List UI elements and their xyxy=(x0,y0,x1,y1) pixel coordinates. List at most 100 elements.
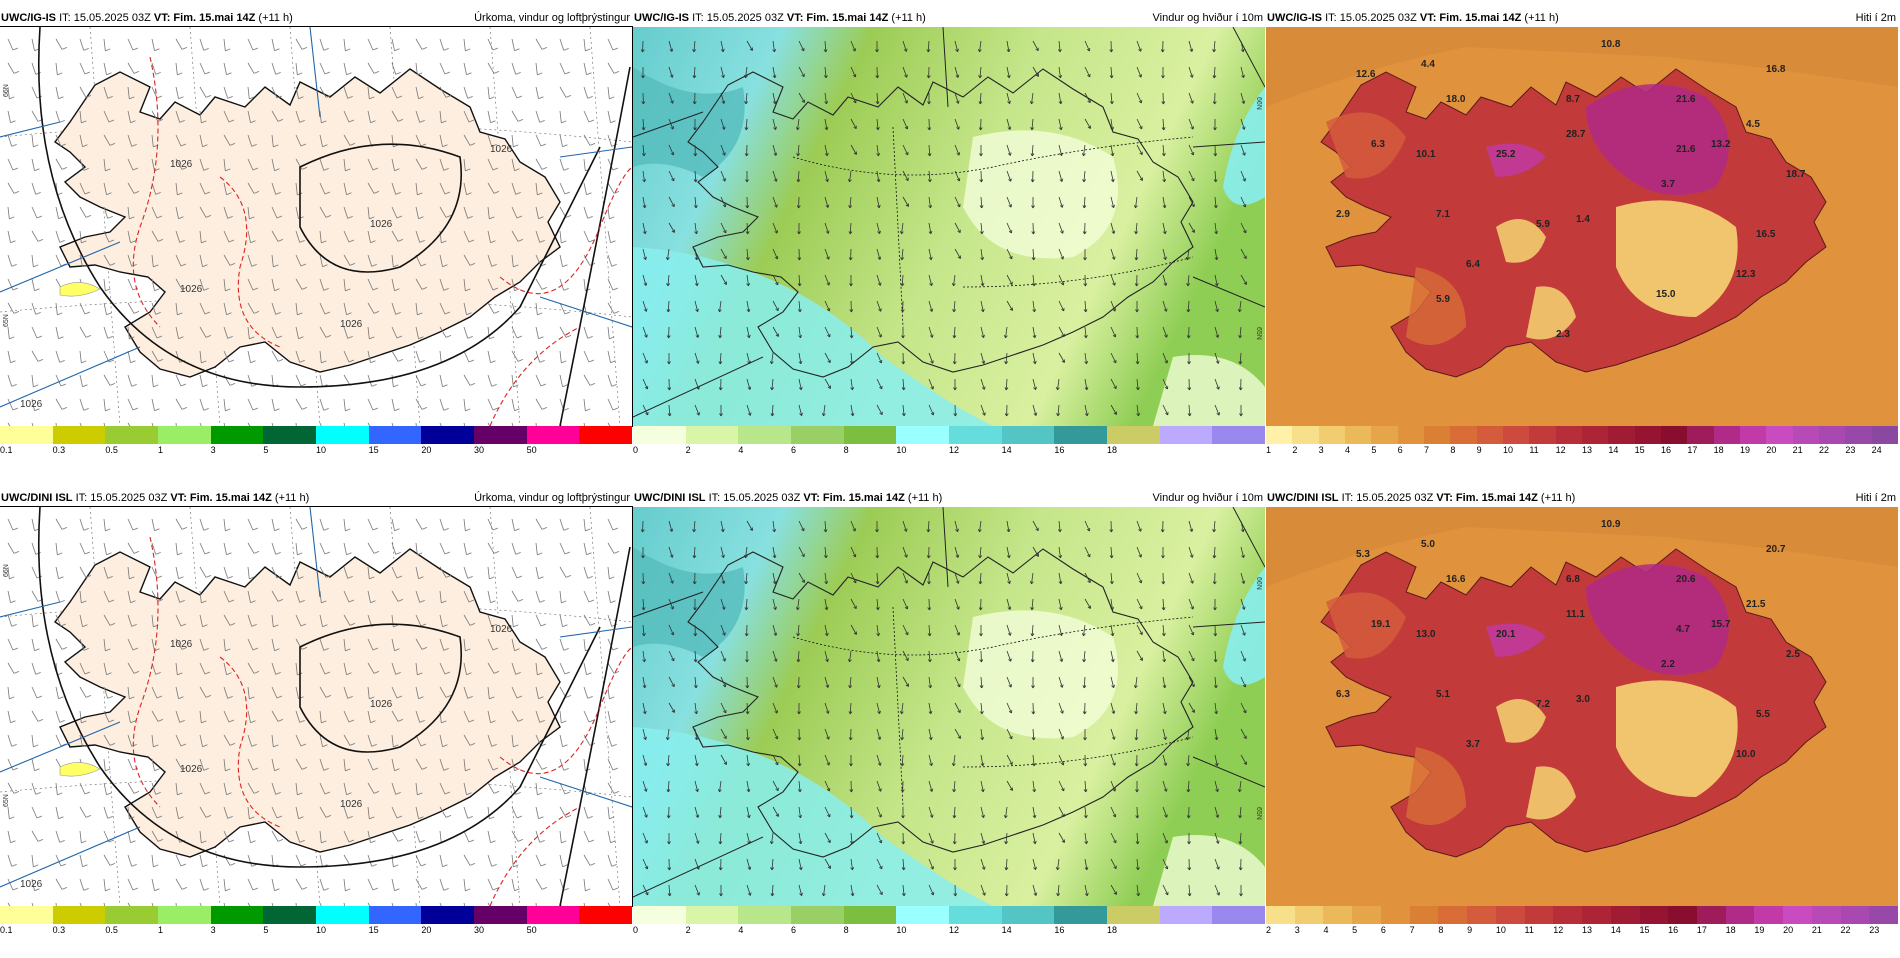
colorbar-swatch xyxy=(1668,906,1697,924)
colorbar-tick-label: 2 xyxy=(686,924,691,936)
colorbar-tick-label: 16 xyxy=(1668,924,1678,936)
colorbar-swatch xyxy=(1438,906,1467,924)
temperature-value: 21.6 xyxy=(1676,144,1696,155)
valid-label: VT: xyxy=(787,12,804,24)
colorbar-swatch xyxy=(1582,906,1611,924)
colorbar-swatch xyxy=(844,906,897,924)
colorbar-swatch xyxy=(791,426,844,444)
colorbar-tick-label: 16 xyxy=(1054,924,1064,936)
colorbar-swatch xyxy=(949,426,1002,444)
colorbar-tick-label: 6 xyxy=(791,444,796,456)
colorbar-tick-label: 3 xyxy=(1295,924,1300,936)
colorbar-swatch xyxy=(1783,906,1812,924)
colorbar-swatch xyxy=(1212,426,1265,444)
colorbar-tick-label: 8 xyxy=(844,444,849,456)
colorbar-tick-label: 0.1 xyxy=(0,924,13,936)
colorbar-swatch xyxy=(633,426,686,444)
colorbar-tick-label: 15 xyxy=(369,444,379,456)
colorbar-swatch xyxy=(1424,426,1450,444)
colorbar-tick-label: 0.3 xyxy=(53,444,66,456)
colorbar-tick-label: 5 xyxy=(263,444,268,456)
panel-header: UWC/DINI ISL IT: 15.05.2025 03Z VT: Fim.… xyxy=(0,490,632,507)
colorbar-tick-label: 14 xyxy=(1002,924,1012,936)
colorbar-swatch xyxy=(1295,906,1324,924)
colorbar-swatch xyxy=(263,906,316,924)
colorbar-tick-label: 10 xyxy=(896,924,906,936)
latitude-label: 66N xyxy=(1255,577,1262,590)
colorbar-tick-label: 21 xyxy=(1793,444,1803,456)
temperature-value: 6.3 xyxy=(1336,689,1350,700)
model-name: UWC/IG-IS xyxy=(1267,12,1322,24)
colorbar-tick-label: 0.5 xyxy=(105,924,118,936)
colorbar-tick-label: 0.5 xyxy=(105,444,118,456)
model-name: UWC/DINI ISL xyxy=(1,492,73,504)
latitude-label: 66N xyxy=(1255,97,1262,110)
colorbar-tick-label: 24 xyxy=(1872,444,1882,456)
valid-time: Fim. 15.mai 14Z xyxy=(1456,492,1538,504)
colorbar-swatch xyxy=(1635,426,1661,444)
colorbar-tick-label: 17 xyxy=(1687,444,1697,456)
panel-temp-dini: UWC/DINI ISL IT: 15.05.2025 03Z VT: Fim.… xyxy=(1266,490,1898,958)
colorbar-tick-label: 4 xyxy=(1323,924,1328,936)
valid-time: Fim. 15.mai 14Z xyxy=(190,492,272,504)
colorbar-tick-label: 30 xyxy=(474,924,484,936)
colorbar-swatch xyxy=(1410,906,1439,924)
colorbar-swatch xyxy=(1582,426,1608,444)
colorbar xyxy=(633,426,1265,444)
colorbar-swatch xyxy=(1661,426,1687,444)
temperature-value: 15.0 xyxy=(1656,289,1676,300)
temperature-value: 2.2 xyxy=(1661,659,1675,670)
isobar-label: 1026 xyxy=(180,284,203,295)
wind-map[interactable]: 66N 65N xyxy=(633,27,1265,426)
panel-title: Vindur og hviður í 10m xyxy=(1153,490,1263,507)
lead-time: (+11 h) xyxy=(258,12,292,24)
colorbar-swatch xyxy=(1740,426,1766,444)
valid-label: VT: xyxy=(1420,12,1437,24)
colorbar-tick-label: 18 xyxy=(1107,444,1117,456)
latitude-label: 65N xyxy=(1255,327,1262,340)
colorbar-swatch xyxy=(633,906,686,924)
lead-time: (+11 h) xyxy=(275,492,309,504)
model-name: UWC/IG-IS xyxy=(634,12,689,24)
colorbar-tick-label: 16 xyxy=(1661,444,1671,456)
temperature-value: 21.5 xyxy=(1746,599,1766,610)
colorbar-tick-label: 6 xyxy=(1398,444,1403,456)
temperature-value: 20.1 xyxy=(1496,629,1516,640)
colorbar-swatch xyxy=(474,906,527,924)
colorbar-swatch xyxy=(896,906,949,924)
temperature-value: 8.7 xyxy=(1566,94,1580,105)
temperature-value: 2.5 xyxy=(1786,649,1800,660)
colorbar-swatch xyxy=(263,426,316,444)
panel-title: Hiti í 2m xyxy=(1856,10,1896,27)
colorbar-swatch xyxy=(421,906,474,924)
colorbar-tick-label: 0.1 xyxy=(0,444,13,456)
colorbar-swatch xyxy=(1323,906,1352,924)
colorbar xyxy=(633,906,1265,924)
colorbar-swatch xyxy=(105,906,158,924)
colorbar-tick-label: 14 xyxy=(1608,444,1618,456)
panel-temp-ig: UWC/IG-IS IT: 15.05.2025 03Z VT: Fim. 15… xyxy=(1266,10,1898,478)
valid-time: Fim. 15.mai 14Z xyxy=(823,492,905,504)
temperature-value: 6.8 xyxy=(1566,574,1580,585)
latitude-label: 66N xyxy=(3,564,10,577)
colorbar-swatch xyxy=(211,906,264,924)
colorbar-swatch xyxy=(1869,906,1898,924)
colorbar-swatch xyxy=(1608,426,1634,444)
colorbar-tick-label: 13 xyxy=(1582,924,1592,936)
temperature-value: 2.3 xyxy=(1556,329,1570,340)
temperature-value: 12.6 xyxy=(1356,69,1376,80)
colorbar-tick-label: 13 xyxy=(1582,444,1592,456)
colorbar-tick-label: 22 xyxy=(1841,924,1851,936)
temperature-value: 3.7 xyxy=(1466,739,1480,750)
colorbar-swatch xyxy=(1266,426,1292,444)
temperature-value: 11.1 xyxy=(1566,609,1585,620)
colorbar-swatch xyxy=(1002,906,1055,924)
